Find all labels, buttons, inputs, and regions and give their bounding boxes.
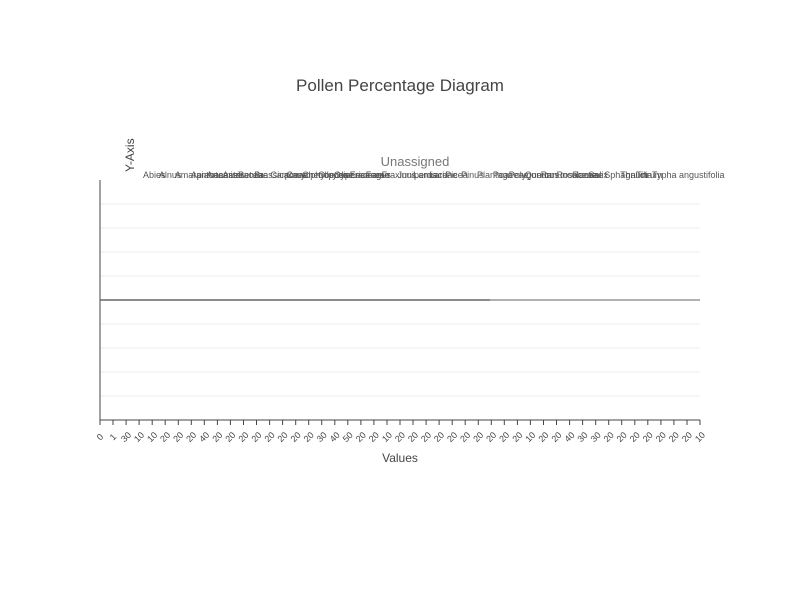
chart-title: Pollen Percentage Diagram: [296, 76, 504, 95]
taxon-label: Carpinus: [270, 170, 307, 180]
taxon-label: Thalictrum: [620, 170, 662, 180]
taxon-label: Fagus: [366, 170, 392, 180]
taxon-label: Corylus: [318, 170, 349, 180]
taxon-label: Sphagnum: [604, 170, 648, 180]
taxon-label: Salix: [588, 170, 608, 180]
taxon-label: Brassicaceae: [254, 170, 308, 180]
taxon-label: Chenopodiaceae: [302, 170, 370, 180]
x-tick-label: 1: [108, 432, 119, 443]
taxon-label: Abies: [143, 170, 166, 180]
taxon-label: Ericaceae: [350, 170, 390, 180]
taxon-label: Caryophyllaceae: [286, 170, 353, 180]
taxon-label: Asteraceae: [223, 170, 269, 180]
taxon-label: Lamiaceae: [413, 170, 457, 180]
taxon-label: Apiaceae: [191, 170, 229, 180]
taxon-label: Amaranthaceae: [175, 170, 239, 180]
taxon-label: Betula: [238, 170, 264, 180]
taxon-label: Juniperus: [398, 170, 438, 180]
taxon-label: Polygonum: [509, 170, 554, 180]
y-axis-title: Y-Axis: [123, 138, 137, 172]
taxon-label: Ranunculaceae: [541, 170, 604, 180]
taxon-label: Rosaceae: [557, 170, 598, 180]
taxon-label: Quercus: [525, 170, 560, 180]
taxon-label: Artemisia: [207, 170, 245, 180]
taxon-label: Poaceae: [493, 170, 529, 180]
taxon-label: Picea: [445, 170, 468, 180]
taxon-labels: AbiesAlnusAmaranthaceaeApiaceaeArtemisia…: [143, 170, 725, 180]
group-label: Unassigned: [381, 154, 450, 169]
taxon-label: Fraxinus: [382, 170, 417, 180]
taxon-label: Typha angustifolia: [652, 170, 725, 180]
taxon-label: Plantago: [477, 170, 513, 180]
taxon-label: Pinus: [461, 170, 484, 180]
taxon-label: Cyperaceae: [334, 170, 383, 180]
taxon-label: Tilia: [636, 170, 652, 180]
x-ticks: 0 1 30101020202040202020202020202030405020…: [95, 420, 707, 444]
x-tick-label: 10: [693, 430, 707, 444]
taxon-label: Rumex: [573, 170, 602, 180]
x-axis-title: Values: [382, 451, 418, 465]
taxon-label: Larix: [429, 170, 449, 180]
x-tick-label: 0: [95, 432, 106, 443]
taxon-label: Alnus: [159, 170, 182, 180]
